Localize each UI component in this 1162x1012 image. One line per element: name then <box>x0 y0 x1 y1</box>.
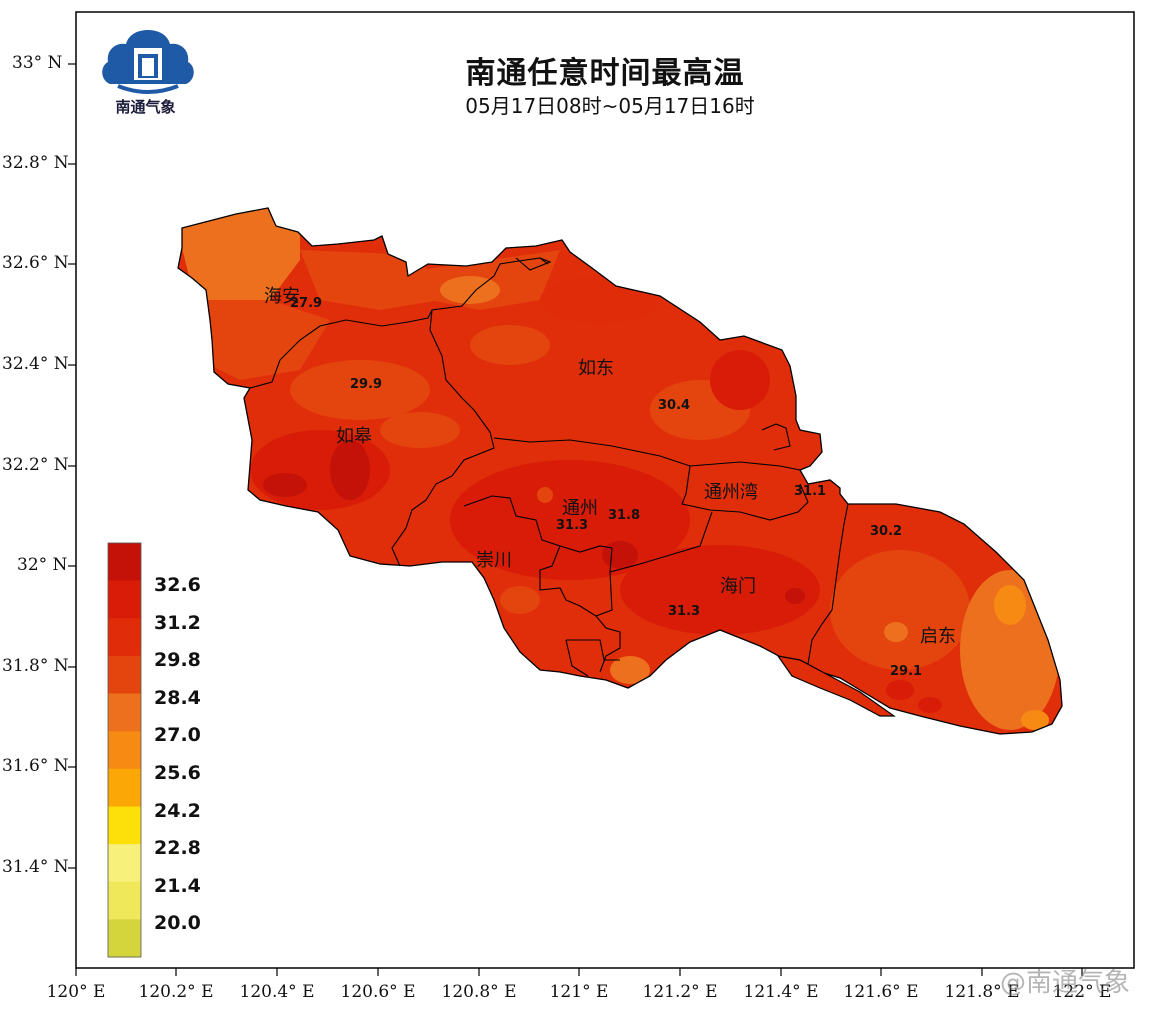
district-label-haimen: 海门 <box>720 576 756 597</box>
y-tick-label: 33° N <box>12 53 63 73</box>
nantong-meteorology-logo <box>102 30 194 94</box>
y-tick-label: 32.2° N <box>2 455 69 475</box>
legend-swatch <box>108 543 141 582</box>
x-tick-label: 121.4° E <box>743 982 819 1002</box>
legend-swatch <box>108 655 141 694</box>
legend-swatch <box>108 806 141 845</box>
legend-label: 32.6 <box>154 574 201 596</box>
legend-swatch <box>108 768 141 807</box>
station-value: 27.9 <box>290 296 323 311</box>
y-tick-label: 32.8° N <box>2 153 69 173</box>
legend-label: 25.6 <box>154 762 201 784</box>
x-tick-label: 120.8° E <box>441 982 517 1002</box>
district-label-tongzhou: 通州 <box>562 498 598 519</box>
legend-color-bar <box>107 542 142 958</box>
legend-label: 20.0 <box>154 912 201 934</box>
x-tick-label: 121.6° E <box>843 982 919 1002</box>
legend-border <box>107 542 142 958</box>
x-tick-label: 120.2° E <box>138 982 214 1002</box>
district-label-rugao: 如皋 <box>336 426 372 447</box>
station-value: 29.9 <box>350 377 383 392</box>
legend-swatch <box>108 618 141 657</box>
x-tick-label: 121° E <box>549 982 609 1002</box>
x-tick-label: 122° E <box>1052 982 1112 1002</box>
x-tick-label: 121.8° E <box>944 982 1020 1002</box>
legend-swatch <box>108 881 141 920</box>
station-value: 31.3 <box>668 604 701 619</box>
station-value: 31.8 <box>608 508 641 523</box>
legend-label: 31.2 <box>154 612 201 634</box>
y-tick-label: 32.4° N <box>2 354 69 374</box>
logo-text: 南通气象 <box>115 98 176 116</box>
land-area <box>177 207 1063 735</box>
legend-label: 27.0 <box>154 724 201 746</box>
legend-swatch <box>108 844 141 883</box>
district-label-haian: 海安 <box>264 286 300 307</box>
y-tick-label: 31.8° N <box>2 656 69 676</box>
legend-swatch <box>108 731 141 770</box>
legend-label: 22.8 <box>154 837 201 859</box>
y-tick-label: 32.6° N <box>2 253 69 273</box>
x-tick-label: 120.4° E <box>239 982 315 1002</box>
y-tick-label: 31.6° N <box>2 756 69 776</box>
x-ticks <box>75 968 1083 976</box>
y-tick-label: 31.4° N <box>2 857 69 877</box>
legend-swatch <box>108 580 141 619</box>
station-value: 31.3 <box>556 518 589 533</box>
district-boundaries <box>249 257 849 677</box>
legend-label: 28.4 <box>154 687 201 709</box>
y-tick-label: 32° N <box>17 555 68 575</box>
station-value: 29.1 <box>890 664 923 679</box>
weibo-watermark: @南通气象 <box>1000 968 1131 998</box>
station-value: 30.2 <box>870 524 903 539</box>
district-label-tongzhouwan: 通州湾 <box>704 482 758 503</box>
legend-label: 21.4 <box>154 875 201 897</box>
district-label-rudong: 如东 <box>578 358 614 379</box>
x-tick-label: 121.2° E <box>642 982 718 1002</box>
district-label-chongchuan: 崇川 <box>476 550 512 571</box>
map-title: 南通任意时间最高温 <box>465 56 745 91</box>
station-value: 30.4 <box>658 398 691 413</box>
x-tick-label: 120° E <box>46 982 106 1002</box>
district-label-qidong: 启东 <box>920 626 956 647</box>
map-subtitle: 05月17日08时~05月17日16时 <box>465 94 755 118</box>
legend-swatch <box>108 693 141 732</box>
plot-frame <box>75 11 1135 969</box>
x-tick-label: 120.6° E <box>340 982 416 1002</box>
y-ticks <box>68 63 76 869</box>
legend-swatch <box>108 919 141 958</box>
station-value: 31.1 <box>794 484 827 499</box>
legend-label: 24.2 <box>154 800 201 822</box>
legend-label: 29.8 <box>154 649 201 671</box>
